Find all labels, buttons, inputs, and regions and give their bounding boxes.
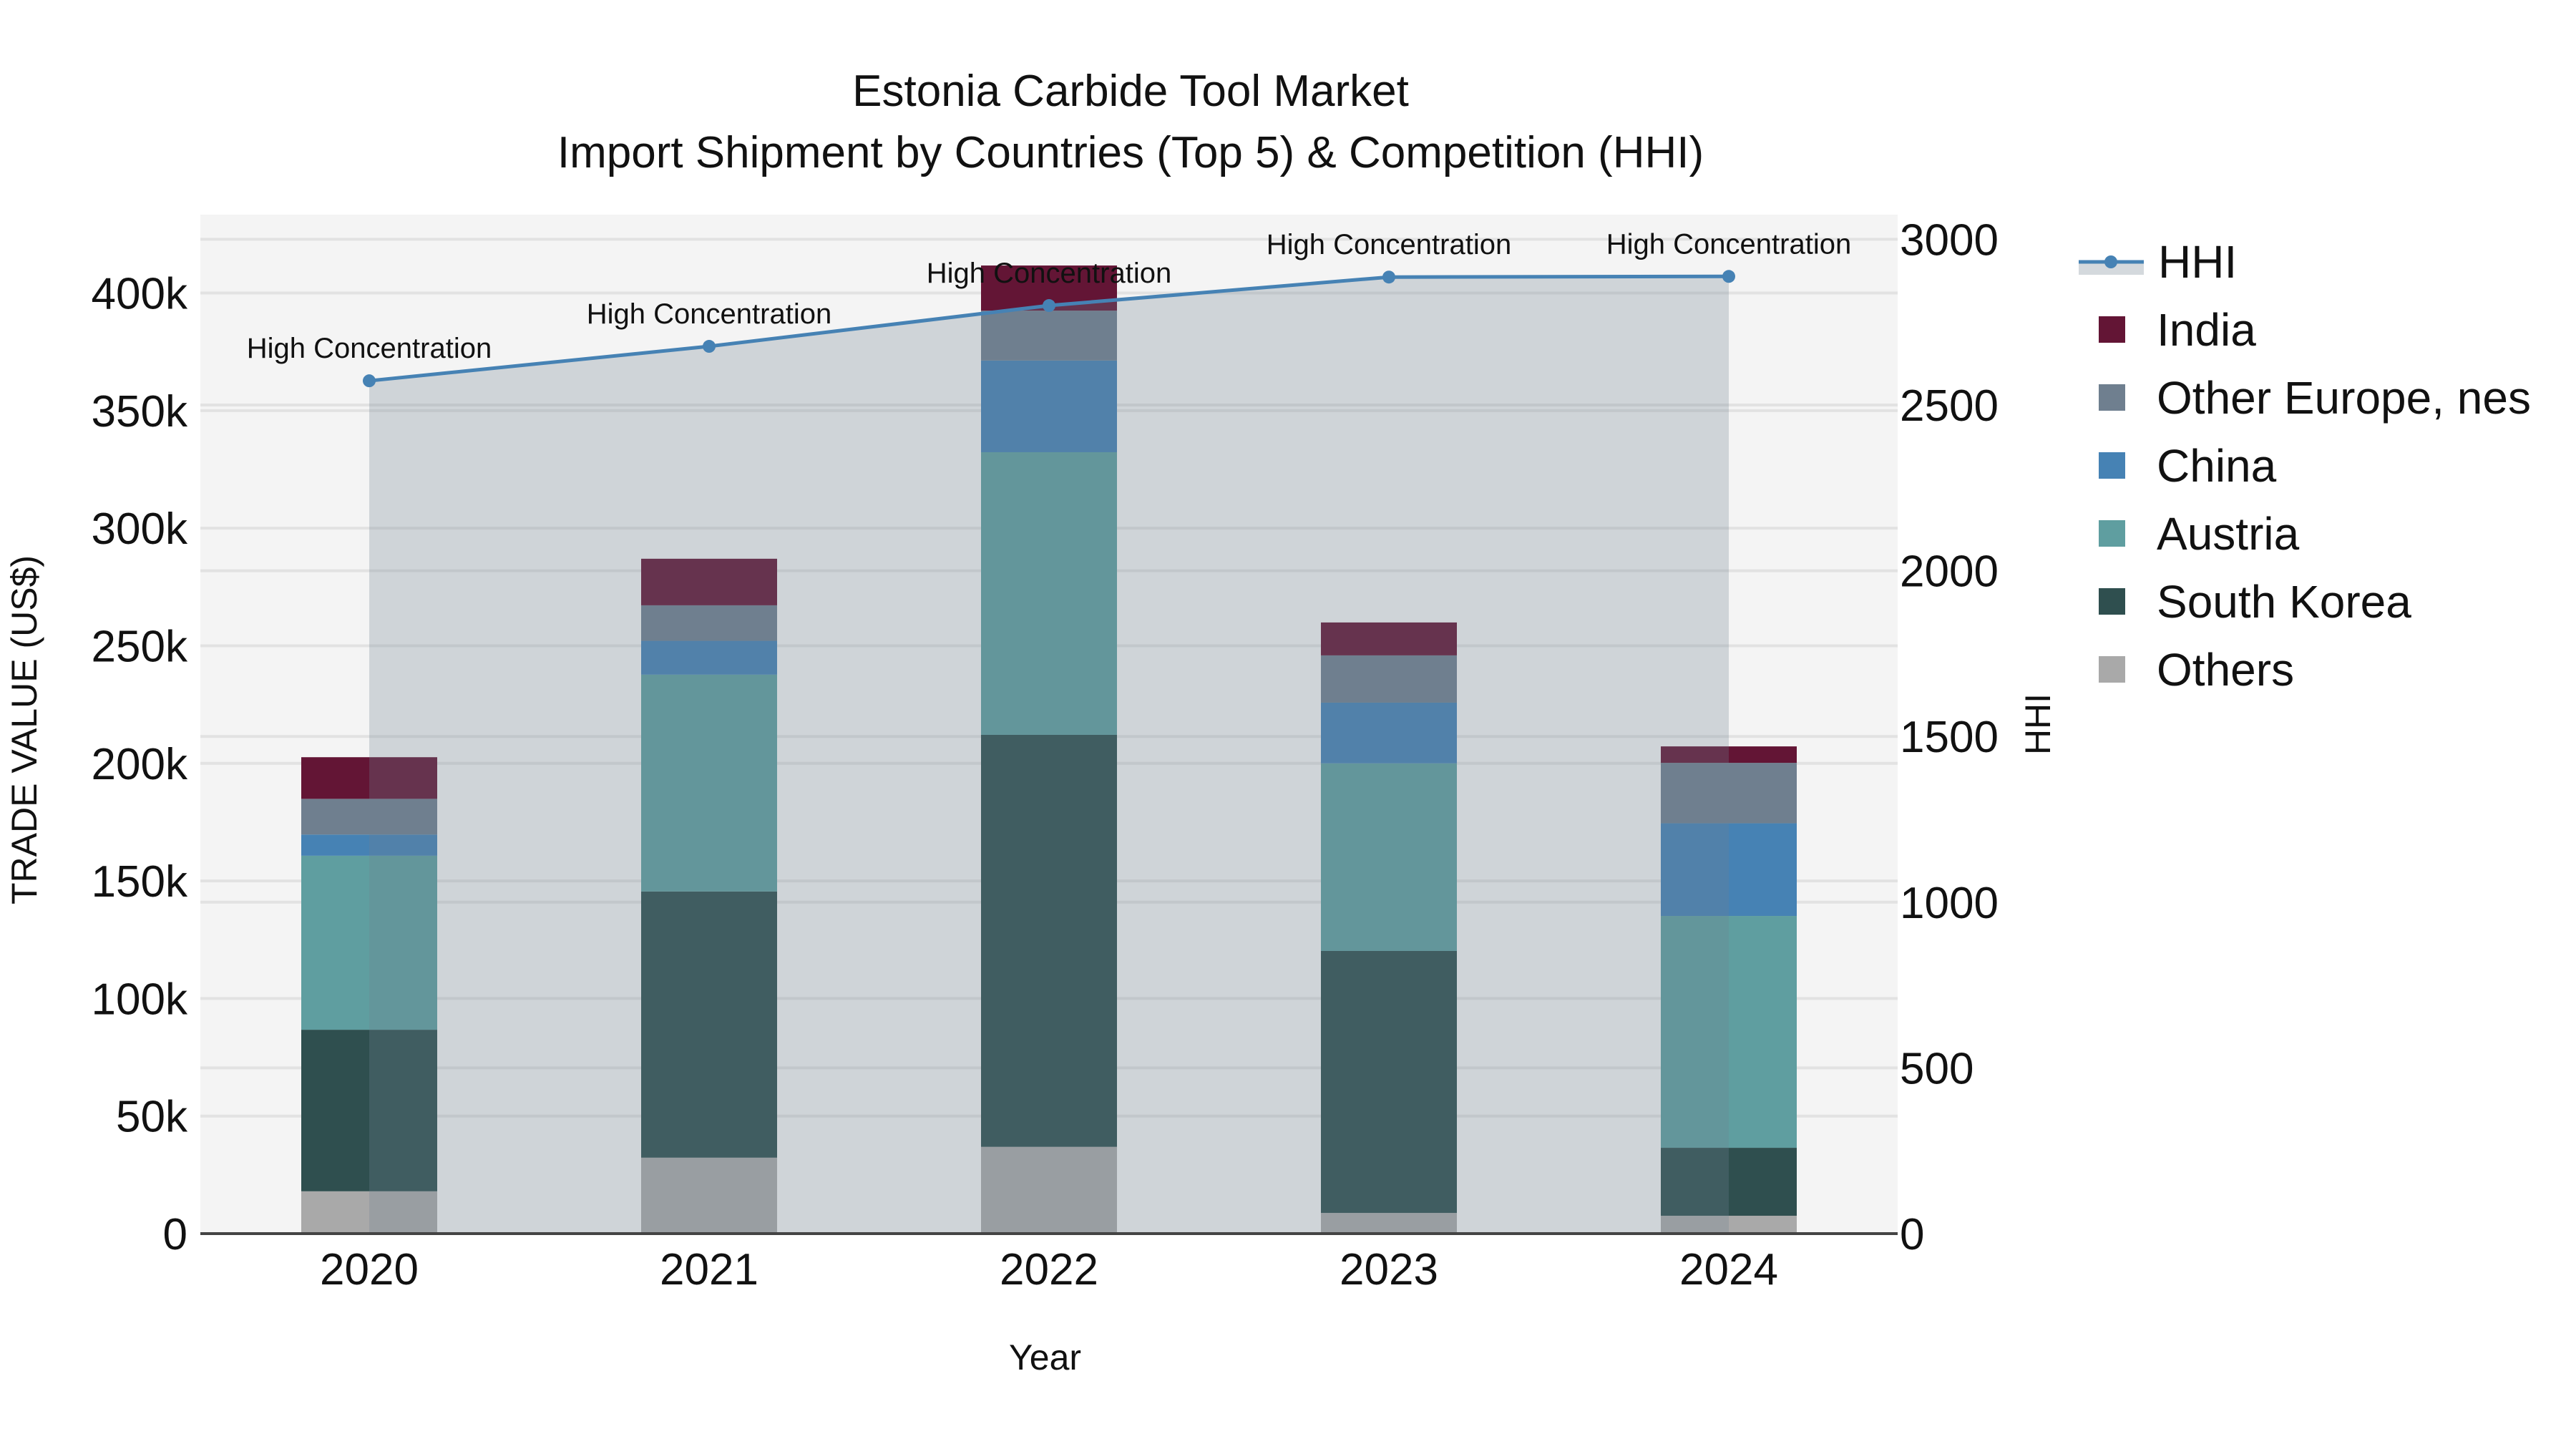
bar-segment-other-europe-nes[interactable]: [301, 799, 437, 835]
bar-segment-india[interactable]: [301, 757, 437, 799]
bar-segment-austria[interactable]: [301, 855, 437, 1030]
bar-segment-south-korea[interactable]: [1661, 1148, 1797, 1216]
bar-segment-other-europe-nes[interactable]: [641, 605, 777, 641]
x-axis-title: Year: [1009, 1337, 1082, 1377]
bar-segment-china[interactable]: [301, 834, 437, 856]
bar-segment-south-korea[interactable]: [1321, 950, 1457, 1214]
legend-item-india[interactable]: India: [2079, 296, 2531, 364]
y-left-tick-label: 150k: [92, 857, 188, 907]
chart-subtitle: Import Shipment by Countries (Top 5) & C…: [557, 128, 1704, 177]
y-right-tick-label: 0: [1900, 1210, 1924, 1259]
bar-segment-india[interactable]: [641, 558, 777, 605]
legend-label: Others: [2157, 643, 2295, 696]
legend-label: India: [2157, 303, 2256, 356]
legend-item-hhi[interactable]: HHI: [2079, 228, 2531, 296]
y-right-tick-label: 500: [1900, 1044, 1974, 1093]
y-left-tick-label: 250k: [92, 622, 188, 671]
bar-segment-south-korea[interactable]: [301, 1030, 437, 1191]
y-left-tick-label: 200k: [92, 740, 188, 789]
legend-item-china[interactable]: China: [2079, 431, 2531, 499]
y-left-tick-label: 400k: [92, 270, 188, 319]
x-tick-label: 2024: [1679, 1245, 1778, 1294]
legend-label: Austria: [2157, 507, 2300, 560]
y-right-tick-label: 2000: [1900, 547, 1999, 597]
bar-segment-others[interactable]: [641, 1157, 777, 1234]
legend-label: South Korea: [2157, 575, 2411, 628]
bar-segment-austria[interactable]: [1321, 763, 1457, 951]
color-swatch-icon: [2099, 588, 2125, 615]
y-left-tick-label: 300k: [92, 504, 188, 554]
legend-item-others[interactable]: Others: [2079, 635, 2531, 703]
bar-segment-other-europe-nes[interactable]: [1661, 763, 1797, 824]
color-swatch-icon: [2099, 316, 2125, 343]
hhi-point[interactable]: [703, 340, 716, 353]
hhi-point[interactable]: [1043, 299, 1055, 313]
x-tick-label: 2022: [1000, 1245, 1098, 1294]
y-right-tick-label: 1000: [1900, 879, 1999, 928]
y-axis-left-title: TRADE VALUE (US$): [4, 555, 44, 905]
hhi-annotation: High Concentration: [587, 298, 831, 330]
bar-segment-india[interactable]: [1661, 746, 1797, 763]
bar-segment-south-korea[interactable]: [641, 891, 777, 1158]
y-right-tick-label: 3000: [1900, 215, 1999, 265]
color-swatch-icon: [2099, 384, 2125, 411]
legend-item-other-europe-nes[interactable]: Other Europe, nes: [2079, 364, 2531, 431]
legend-label: HHI: [2158, 235, 2238, 288]
x-tick-label: 2020: [320, 1245, 419, 1294]
bar-segment-others[interactable]: [1661, 1216, 1797, 1234]
y-left-tick-label: 0: [163, 1210, 187, 1259]
bar-segment-india[interactable]: [1321, 622, 1457, 655]
hhi-area: [369, 276, 1729, 1234]
line-marker-icon: [2079, 247, 2144, 277]
bar-segment-others[interactable]: [981, 1146, 1117, 1234]
bar-segment-china[interactable]: [981, 360, 1117, 452]
bar-segment-south-korea[interactable]: [981, 734, 1117, 1147]
legend-item-south-korea[interactable]: South Korea: [2079, 567, 2531, 635]
hhi-point[interactable]: [1382, 270, 1395, 284]
bar-segment-other-europe-nes[interactable]: [981, 311, 1117, 361]
bar-segment-austria[interactable]: [641, 674, 777, 892]
y-right-tick-label: 1500: [1900, 713, 1999, 762]
bar-segment-other-europe-nes[interactable]: [1321, 655, 1457, 703]
bar-group: [301, 265, 1797, 1234]
bar-segment-austria[interactable]: [1661, 916, 1797, 1148]
color-swatch-icon: [2099, 656, 2125, 683]
x-tick-label: 2023: [1340, 1245, 1438, 1294]
y-right-tick-label: 2500: [1900, 381, 1999, 431]
color-swatch-icon: [2099, 520, 2125, 547]
bar-segment-others[interactable]: [301, 1191, 437, 1234]
bar-segment-austria[interactable]: [981, 452, 1117, 735]
legend: HHI India Other Europe, nes China Austria Sou…: [2079, 228, 2531, 703]
y-left-tick-label: 350k: [92, 387, 188, 436]
hhi-annotation: High Concentration: [1606, 228, 1851, 260]
hhi-point[interactable]: [1722, 270, 1735, 283]
hhi-annotation: High Concentration: [927, 258, 1171, 289]
legend-label: Other Europe, nes: [2157, 371, 2531, 424]
hhi-annotation: High Concentration: [1267, 229, 1511, 260]
chart-title: Estonia Carbide Tool Market: [852, 67, 1409, 116]
bar-segment-china[interactable]: [1661, 823, 1797, 917]
y-axis-right-title: HHI: [2018, 693, 2058, 756]
bar-segment-china[interactable]: [641, 640, 777, 675]
bar-segment-china[interactable]: [1321, 702, 1457, 763]
hhi-point[interactable]: [363, 374, 376, 388]
color-swatch-icon: [2099, 452, 2125, 479]
hhi-annotation: High Concentration: [247, 333, 492, 364]
y-left-tick-label: 100k: [92, 975, 188, 1024]
bar-segment-others[interactable]: [1321, 1213, 1457, 1234]
legend-item-austria[interactable]: Austria: [2079, 499, 2531, 567]
x-tick-label: 2021: [660, 1245, 758, 1294]
legend-label: China: [2157, 439, 2277, 492]
y-left-tick-label: 50k: [116, 1093, 188, 1142]
